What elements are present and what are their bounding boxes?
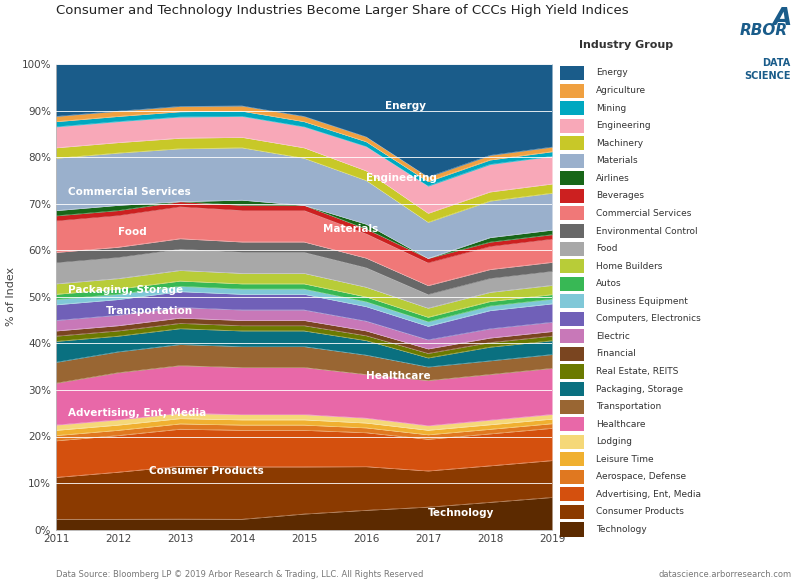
Text: Packaging, Storage: Packaging, Storage [596, 385, 683, 393]
FancyBboxPatch shape [560, 417, 584, 431]
FancyBboxPatch shape [560, 452, 584, 466]
Text: Real Estate, REITS: Real Estate, REITS [596, 367, 678, 376]
FancyBboxPatch shape [560, 487, 584, 502]
FancyBboxPatch shape [560, 505, 584, 519]
FancyBboxPatch shape [560, 347, 584, 361]
Text: Commercial Services: Commercial Services [596, 209, 691, 218]
Text: Mining: Mining [596, 104, 626, 112]
Text: Energy: Energy [385, 101, 426, 111]
Text: Agriculture: Agriculture [596, 86, 646, 95]
Text: Airlines: Airlines [596, 174, 630, 183]
Y-axis label: % of Index: % of Index [6, 267, 16, 327]
Text: Beverages: Beverages [596, 191, 644, 200]
Text: Data Source: Bloomberg LP © 2019 Arbor Research & Trading, LLC. All Rights Reser: Data Source: Bloomberg LP © 2019 Arbor R… [56, 570, 423, 579]
Text: Materials: Materials [322, 224, 378, 235]
FancyBboxPatch shape [560, 382, 584, 396]
Text: Electric: Electric [596, 332, 630, 341]
FancyBboxPatch shape [560, 136, 584, 150]
Text: Machinery: Machinery [596, 139, 643, 148]
Text: Transportation: Transportation [106, 306, 193, 316]
Text: Energy: Energy [596, 69, 628, 77]
Text: Consumer Products: Consumer Products [149, 466, 264, 477]
Text: datascience.arborresearch.com: datascience.arborresearch.com [659, 570, 792, 579]
Text: Technology: Technology [596, 525, 646, 534]
FancyBboxPatch shape [560, 364, 584, 378]
Text: Commercial Services: Commercial Services [69, 187, 191, 197]
Text: Technology: Technology [428, 508, 494, 519]
FancyBboxPatch shape [560, 312, 584, 326]
Text: Aerospace, Defense: Aerospace, Defense [596, 473, 686, 481]
Text: Home Builders: Home Builders [596, 262, 662, 271]
Text: Consumer and Technology Industries Become Larger Share of CCCs High Yield Indice: Consumer and Technology Industries Becom… [56, 5, 629, 17]
FancyBboxPatch shape [560, 119, 584, 133]
Text: Engineering: Engineering [366, 173, 437, 183]
FancyBboxPatch shape [560, 189, 584, 203]
Text: A: A [773, 6, 792, 30]
Text: Autos: Autos [596, 279, 622, 288]
Text: Food: Food [596, 244, 618, 253]
FancyBboxPatch shape [560, 523, 584, 537]
Text: Transportation: Transportation [596, 402, 662, 411]
Text: Computers, Electronics: Computers, Electronics [596, 314, 701, 324]
Text: Financial: Financial [596, 349, 636, 359]
FancyBboxPatch shape [560, 259, 584, 273]
FancyBboxPatch shape [560, 276, 584, 290]
Text: Lodging: Lodging [596, 437, 632, 446]
FancyBboxPatch shape [560, 242, 584, 255]
Text: Food: Food [118, 226, 146, 237]
FancyBboxPatch shape [560, 400, 584, 414]
Text: Advertising, Ent, Media: Advertising, Ent, Media [596, 490, 701, 499]
Text: Environmental Control: Environmental Control [596, 226, 698, 236]
FancyBboxPatch shape [560, 329, 584, 343]
Text: Packaging, Storage: Packaging, Storage [69, 285, 183, 295]
Text: DATA
SCIENCE: DATA SCIENCE [744, 58, 790, 81]
Text: Healthcare: Healthcare [366, 371, 430, 381]
Text: Industry Group: Industry Group [579, 40, 674, 50]
FancyBboxPatch shape [560, 294, 584, 308]
FancyBboxPatch shape [560, 224, 584, 238]
FancyBboxPatch shape [560, 83, 584, 98]
Text: Leisure Time: Leisure Time [596, 455, 654, 464]
FancyBboxPatch shape [560, 171, 584, 185]
FancyBboxPatch shape [560, 470, 584, 484]
FancyBboxPatch shape [560, 66, 584, 80]
Text: RBOR: RBOR [740, 23, 788, 38]
Text: Engineering: Engineering [596, 121, 650, 130]
FancyBboxPatch shape [560, 154, 584, 168]
Text: Consumer Products: Consumer Products [596, 508, 684, 516]
Text: Healthcare: Healthcare [596, 420, 646, 429]
FancyBboxPatch shape [560, 435, 584, 449]
Text: Materials: Materials [596, 156, 638, 165]
FancyBboxPatch shape [560, 101, 584, 115]
FancyBboxPatch shape [560, 207, 584, 221]
Text: Business Equipment: Business Equipment [596, 297, 688, 306]
Text: Advertising, Ent, Media: Advertising, Ent, Media [69, 408, 206, 418]
